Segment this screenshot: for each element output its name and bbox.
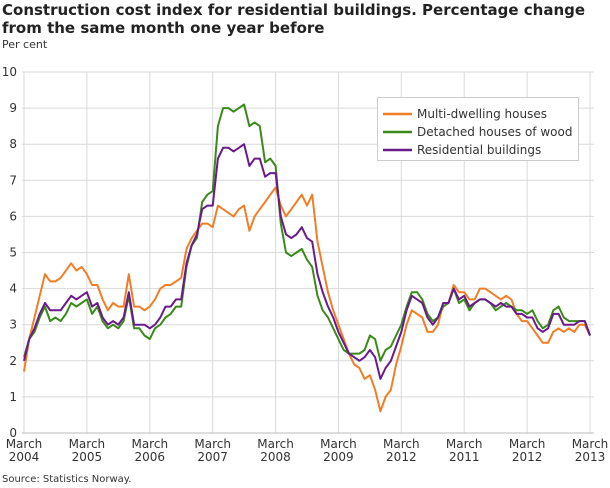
x-tick-label: 2009 — [323, 450, 354, 464]
x-tick-label: March — [320, 437, 357, 451]
y-tick-label: 9 — [9, 101, 17, 115]
x-tick-label: 2012 — [512, 450, 543, 464]
x-tick-label: 2013 — [575, 450, 606, 464]
source-note: Source: Statistics Norway. — [2, 474, 132, 485]
chart-title: Construction cost index for residential … — [2, 1, 586, 37]
series-line-1 — [23, 186, 591, 413]
x-tick-label: 2008 — [260, 450, 291, 464]
x-tick-label: March — [572, 437, 609, 451]
series-line-2 — [23, 103, 591, 362]
x-tick-label: 2007 — [197, 450, 228, 464]
x-tick-label: 2012 — [386, 450, 417, 464]
y-tick-label: 6 — [9, 209, 17, 223]
x-tick-label: March — [131, 437, 168, 451]
y-tick-label: 0 — [9, 426, 17, 440]
y-tick-label: 3 — [9, 318, 17, 332]
y-tick-label: 4 — [9, 282, 17, 296]
y-tick-label: 1 — [9, 390, 17, 404]
x-tick-label: March — [69, 437, 106, 451]
x-tick-label: 2011 — [449, 450, 480, 464]
legend-label: Residential buildings — [417, 143, 541, 157]
x-tick-label: March — [194, 437, 231, 451]
y-tick-label: 5 — [9, 246, 17, 260]
x-tick-label: March — [383, 437, 420, 451]
legend-label: Detached houses of wood — [417, 125, 572, 139]
x-tick-label: March — [509, 437, 546, 451]
legend-label: Multi-dwelling houses — [417, 107, 547, 121]
y-tick-label: 10 — [2, 65, 17, 79]
x-tick-label: March — [446, 437, 483, 451]
x-tick-label: 2004 — [9, 450, 40, 464]
y-tick-label: 2 — [9, 354, 17, 368]
series-line-3 — [23, 143, 591, 380]
x-tick-label: March — [6, 437, 43, 451]
x-tick-label: 2005 — [72, 450, 103, 464]
y-tick-label: 8 — [9, 137, 17, 151]
x-tick-label: 2006 — [135, 450, 166, 464]
x-tick-label: March — [257, 437, 294, 451]
y-axis-unit-label: Per cent — [2, 38, 48, 51]
y-tick-label: 7 — [9, 173, 17, 187]
